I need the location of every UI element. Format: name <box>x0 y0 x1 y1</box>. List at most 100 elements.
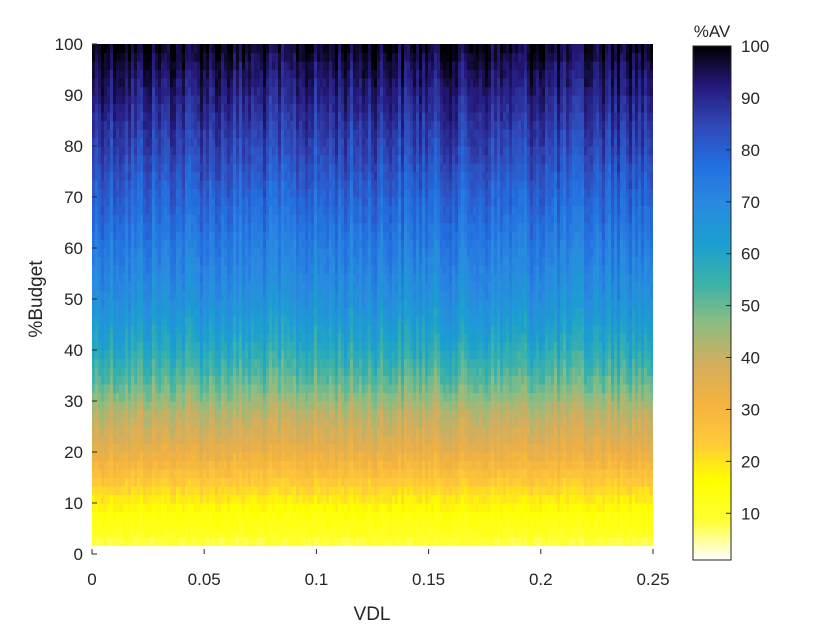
heatmap-cell <box>305 333 309 343</box>
heatmap-cell <box>296 103 300 113</box>
heatmap-cell <box>323 452 327 462</box>
heatmap-cell <box>254 95 258 105</box>
heatmap-cell <box>305 460 309 470</box>
heatmap-cell <box>236 61 240 71</box>
heatmap-cell <box>161 214 165 224</box>
heatmap-cell <box>215 248 219 258</box>
heatmap-cell <box>149 469 153 479</box>
heatmap-cell <box>248 375 252 385</box>
heatmap-cell <box>143 358 147 368</box>
heatmap-cell <box>284 188 288 198</box>
heatmap-cell <box>332 299 336 309</box>
heatmap-cell <box>302 341 306 351</box>
heatmap-cell <box>320 545 324 554</box>
heatmap-cell <box>188 511 192 521</box>
heatmap-cell <box>251 452 255 462</box>
heatmap-cell <box>194 469 198 479</box>
heatmap-cell <box>113 358 117 368</box>
heatmap-cell <box>176 333 180 343</box>
heatmap-cell <box>137 112 141 122</box>
heatmap-cell <box>104 452 108 462</box>
heatmap-cell <box>290 154 294 164</box>
heatmap-cell <box>146 146 150 156</box>
heatmap-cell <box>323 324 327 334</box>
heatmap-cell <box>221 520 225 530</box>
heatmap-cell <box>335 537 339 547</box>
heatmap-cell <box>242 545 246 554</box>
heatmap-cell <box>296 341 300 351</box>
heatmap-cell <box>170 120 174 130</box>
heatmap-cell <box>215 324 219 334</box>
heatmap-cell <box>182 494 186 504</box>
heatmap-cell <box>206 341 210 351</box>
heatmap-cell <box>209 44 213 54</box>
heatmap-cell <box>317 426 321 436</box>
heatmap-cell <box>185 52 189 62</box>
heatmap-cell <box>191 486 195 496</box>
heatmap-cell <box>152 95 156 105</box>
heatmap-cell <box>266 146 270 156</box>
heatmap-cell <box>170 545 174 554</box>
heatmap-cell <box>293 129 297 139</box>
heatmap-cell <box>95 231 99 241</box>
heatmap-cell <box>143 384 147 394</box>
heatmap-cell <box>272 180 276 190</box>
heatmap-cell <box>323 409 327 419</box>
heatmap-cell <box>197 265 201 275</box>
heatmap-cell <box>323 375 327 385</box>
heatmap-cell <box>224 426 228 436</box>
heatmap-cell <box>146 69 150 79</box>
heatmap-cell <box>233 401 237 411</box>
heatmap-cell <box>284 503 288 513</box>
heatmap-cell <box>314 324 318 334</box>
heatmap-cell <box>215 477 219 487</box>
heatmap-cell <box>263 324 267 334</box>
heatmap-cell <box>176 120 180 130</box>
heatmap-cell <box>248 163 252 173</box>
heatmap-cell <box>146 333 150 343</box>
heatmap-cell <box>251 469 255 479</box>
heatmap-cell <box>158 248 162 258</box>
heatmap-cell <box>218 171 222 181</box>
heatmap-cell <box>233 299 237 309</box>
heatmap-cell <box>305 44 309 54</box>
heatmap-cell <box>140 146 144 156</box>
heatmap-cell <box>209 375 213 385</box>
heatmap-cell <box>158 103 162 113</box>
heatmap-cell <box>203 307 207 317</box>
heatmap-cell <box>341 443 345 453</box>
heatmap-cell <box>134 460 138 470</box>
heatmap-cell <box>197 222 201 232</box>
heatmap-cell <box>179 78 183 88</box>
heatmap-cell <box>314 180 318 190</box>
heatmap-cell <box>287 299 291 309</box>
heatmap-cell <box>317 401 321 411</box>
heatmap-cell <box>146 477 150 487</box>
heatmap-cell <box>194 443 198 453</box>
heatmap-cell <box>134 231 138 241</box>
heatmap-cell <box>242 350 246 360</box>
heatmap-cell <box>263 443 267 453</box>
heatmap-cell <box>254 112 258 122</box>
heatmap-cell <box>260 231 264 241</box>
heatmap-cell <box>338 401 342 411</box>
heatmap-cell <box>128 248 132 258</box>
heatmap-cell <box>113 86 117 96</box>
heatmap-cell <box>266 307 270 317</box>
heatmap-cell <box>278 350 282 360</box>
heatmap-cell <box>251 103 255 113</box>
heatmap-cell <box>143 528 147 538</box>
heatmap-cell <box>125 197 129 207</box>
heatmap-cell <box>200 494 204 504</box>
heatmap-cell <box>278 282 282 292</box>
heatmap-cell <box>161 265 165 275</box>
heatmap-cell <box>317 435 321 445</box>
heatmap-cell <box>125 69 129 79</box>
heatmap-cell <box>212 392 216 402</box>
heatmap-cell <box>230 537 234 547</box>
heatmap-cell <box>275 52 279 62</box>
heatmap-cell <box>215 290 219 300</box>
heatmap-cell <box>335 120 339 130</box>
heatmap-cell <box>98 290 102 300</box>
heatmap-cell <box>188 469 192 479</box>
